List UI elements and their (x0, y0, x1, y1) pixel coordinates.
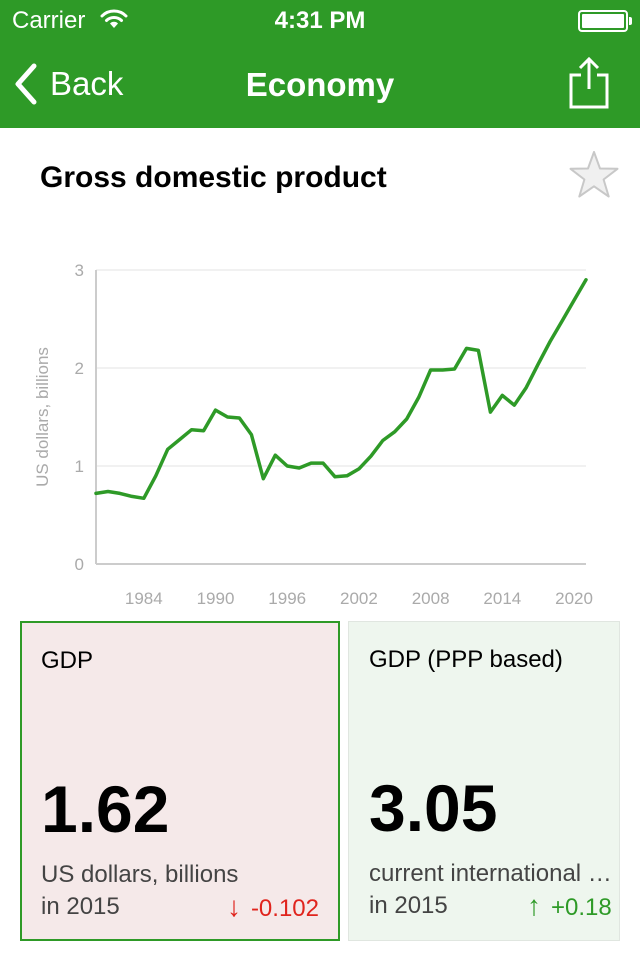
card-year: in 2015 (41, 893, 120, 920)
carrier-label: Carrier (12, 7, 86, 34)
arrow-down-icon: ↓ (226, 891, 241, 922)
y-tick-label: 0 (75, 555, 84, 574)
star-icon[interactable] (568, 150, 620, 200)
x-tick-label: 2008 (412, 589, 450, 608)
card-unit: current international dollars, billions (369, 860, 620, 887)
chevron-left-icon (15, 63, 37, 105)
gdp-line-chart: 0 1 2 3 1984 1990 1996 2002 2008 2014 2020 US doll… (33, 261, 593, 608)
y-tick-label: 1 (75, 457, 84, 476)
section-title: Gross domestic product (40, 161, 387, 194)
card-title: GDP (PPP based) (369, 646, 563, 673)
back-label: Back (50, 65, 124, 102)
share-icon[interactable] (566, 55, 612, 111)
card-change: ↑ +0.18 (527, 890, 612, 922)
card-year: in 2015 (369, 892, 448, 919)
x-tick-label: 2002 (340, 589, 378, 608)
change-value: +0.18 (551, 894, 612, 921)
x-tick-label: 1984 (125, 589, 163, 608)
y-axis-label: US dollars, billions (33, 347, 52, 487)
series-line (94, 278, 588, 501)
x-tick-label: 2020 (555, 589, 593, 608)
card-value: 1.62 (41, 772, 170, 846)
indicator-card-gdp[interactable]: GDP 1.62 US dollars, billions in 2015 ↓ -… (20, 621, 340, 941)
wifi-icon (100, 9, 128, 28)
arrow-up-icon: ↑ (527, 890, 541, 921)
x-tick-label: 1990 (197, 589, 235, 608)
y-tick-label: 2 (75, 359, 84, 378)
y-tick-label: 3 (75, 261, 84, 280)
x-tick-label: 2014 (483, 589, 521, 608)
navigation-header: Carrier 4:31 PM Back Economy (0, 0, 640, 128)
x-tick-label: 1996 (268, 589, 306, 608)
back-button[interactable]: Back (14, 60, 123, 108)
card-unit: US dollars, billions (41, 861, 239, 888)
card-value: 3.05 (369, 771, 498, 845)
card-change: ↓ -0.102 (227, 891, 319, 923)
indicator-card-gdp-ppp[interactable]: GDP (PPP based) 3.05 current internation… (348, 621, 620, 941)
clock: 4:31 PM (274, 7, 366, 34)
status-bar: Carrier 4:31 PM (0, 0, 640, 40)
card-title: GDP (41, 647, 94, 674)
battery-icon (578, 10, 632, 32)
change-value: -0.102 (250, 895, 319, 922)
